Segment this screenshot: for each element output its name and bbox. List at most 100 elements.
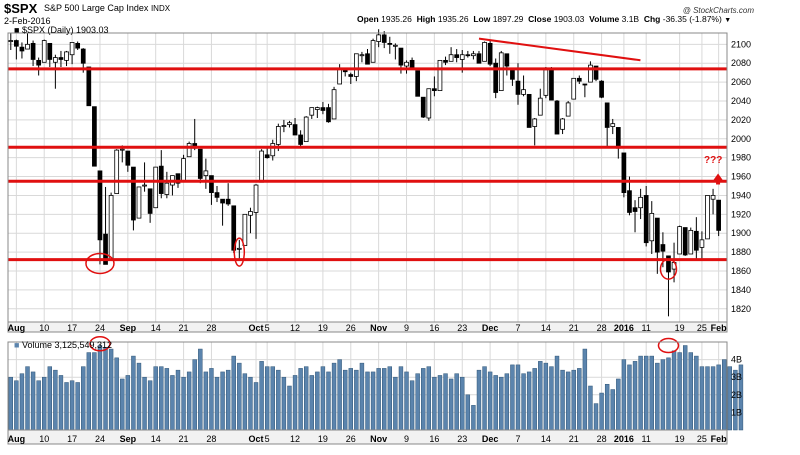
candle-body bbox=[604, 102, 610, 128]
volume-bar bbox=[69, 380, 75, 431]
volume-bar bbox=[716, 364, 721, 431]
x-tick-label-bottom: 5 bbox=[265, 434, 270, 444]
y-tick-label: 1820 bbox=[731, 304, 751, 314]
volume-bar bbox=[560, 369, 565, 431]
x-tick-label-bottom: 19 bbox=[318, 434, 328, 444]
date-axis-strip bbox=[7, 321, 728, 333]
volume-bar bbox=[159, 366, 164, 431]
x-tick-label: Aug bbox=[8, 323, 26, 333]
candle-body bbox=[677, 226, 682, 255]
date-axis-strip-bottom bbox=[7, 429, 728, 445]
y-tick-label: 2020 bbox=[731, 115, 751, 125]
candle-body bbox=[560, 118, 565, 130]
volume-bar bbox=[203, 371, 209, 431]
x-tick-label: 28 bbox=[597, 323, 607, 333]
volume-bar bbox=[409, 380, 415, 431]
volume-bar bbox=[259, 361, 264, 431]
x-tick-label-bottom: 19 bbox=[675, 434, 685, 444]
volume-bar bbox=[30, 371, 36, 431]
x-tick-label-bottom: Aug bbox=[8, 434, 26, 444]
volume-bar bbox=[426, 366, 432, 431]
candle-body bbox=[25, 43, 30, 50]
volume-layer bbox=[8, 345, 744, 431]
candle-body bbox=[376, 34, 381, 42]
candle-body bbox=[359, 54, 365, 57]
candle-body bbox=[699, 239, 705, 248]
volume-bar bbox=[643, 355, 649, 431]
candle-body bbox=[420, 96, 426, 118]
volume-bar bbox=[131, 355, 136, 431]
candle-body bbox=[186, 143, 192, 158]
x-tick-label: 11 bbox=[642, 323, 651, 333]
candle-body bbox=[487, 42, 493, 65]
volume-bar bbox=[53, 369, 58, 431]
candle-body bbox=[326, 107, 331, 123]
candle-body bbox=[292, 124, 298, 136]
candle-body bbox=[253, 184, 259, 213]
volume-bar bbox=[175, 369, 181, 431]
volume-bar bbox=[36, 380, 41, 431]
candle-body bbox=[710, 195, 716, 200]
y-tick-label: 1980 bbox=[731, 153, 751, 163]
x-tick-label-bottom: Nov bbox=[370, 434, 387, 444]
volume-bar bbox=[482, 366, 487, 431]
volume-bar bbox=[198, 348, 203, 431]
x-tick-label: 23 bbox=[457, 323, 467, 333]
candle-body bbox=[632, 207, 638, 212]
candle-body bbox=[248, 211, 253, 216]
x-tick-label: 19 bbox=[675, 323, 685, 333]
y-tick-label: 1900 bbox=[731, 228, 751, 238]
volume-bar bbox=[309, 375, 314, 431]
candle-body bbox=[181, 158, 186, 182]
volume-bar bbox=[627, 364, 632, 431]
candle-body bbox=[593, 65, 599, 80]
chevron-down-icon[interactable]: ▼ bbox=[724, 17, 732, 24]
x-tick-label-bottom: 28 bbox=[597, 434, 607, 444]
volume-bar bbox=[415, 373, 420, 431]
candle-body bbox=[365, 53, 370, 65]
volume-bar bbox=[443, 373, 448, 431]
x-tick-label-bottom: Oct bbox=[249, 434, 264, 444]
x-tick-label-bottom: 25 bbox=[697, 434, 707, 444]
volume-bar bbox=[666, 357, 671, 431]
candle-body bbox=[75, 42, 81, 49]
volume-bar bbox=[705, 366, 710, 431]
y-tick-label: 1860 bbox=[731, 266, 751, 276]
volume-bar bbox=[186, 371, 192, 431]
candle-body bbox=[147, 188, 153, 214]
candle-body bbox=[103, 233, 108, 265]
volume-bar bbox=[64, 382, 69, 431]
volume-bar bbox=[376, 368, 381, 431]
x-tick-label: 14 bbox=[541, 323, 551, 333]
candle-body bbox=[705, 195, 710, 240]
candle-body bbox=[615, 127, 621, 149]
volume-bar bbox=[298, 368, 303, 431]
circle-highlight bbox=[659, 258, 678, 280]
volume-bar bbox=[108, 348, 114, 431]
candle-body bbox=[576, 77, 582, 82]
candle-body bbox=[225, 198, 231, 205]
candle-body bbox=[482, 42, 487, 62]
volume-bar bbox=[649, 355, 654, 431]
volume-bar bbox=[404, 371, 409, 431]
volume-bar bbox=[192, 359, 197, 431]
volume-bar bbox=[538, 361, 543, 431]
candle-body bbox=[543, 69, 549, 96]
candle-body bbox=[660, 244, 666, 252]
candle-body bbox=[437, 59, 443, 92]
volume-bar bbox=[532, 368, 537, 431]
candle-body bbox=[275, 126, 281, 145]
candle-body bbox=[498, 52, 504, 92]
series-marker-icon: ■ bbox=[14, 340, 20, 350]
x-tick-label: 12 bbox=[290, 323, 300, 333]
x-tick-label: 25 bbox=[697, 323, 707, 333]
candle-body bbox=[504, 53, 510, 67]
volume-bar bbox=[515, 364, 521, 431]
candle-body bbox=[92, 106, 97, 167]
volume-bar bbox=[471, 405, 476, 431]
candle-body bbox=[493, 62, 499, 93]
volume-bar bbox=[499, 376, 504, 431]
volume-bar bbox=[448, 378, 454, 431]
volume-bar bbox=[343, 369, 348, 431]
